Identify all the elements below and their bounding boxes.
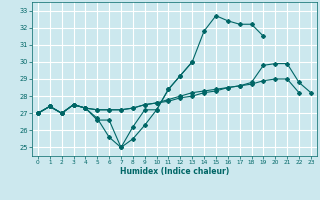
- X-axis label: Humidex (Indice chaleur): Humidex (Indice chaleur): [120, 167, 229, 176]
